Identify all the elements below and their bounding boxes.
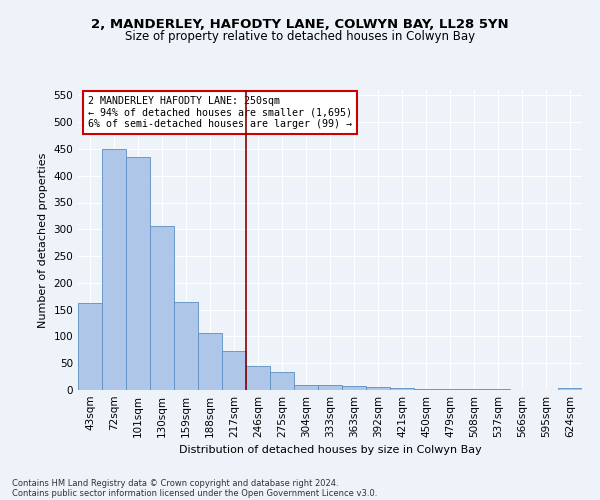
Bar (150, 226, 174, 390)
X-axis label: Distribution of detached houses by size in Colwyn Bay: Distribution of detached houses by size … (179, 446, 481, 456)
Bar (222, 351, 246, 390)
Bar (78, 302, 102, 390)
Bar (270, 372, 294, 390)
Text: Size of property relative to detached houses in Colwyn Bay: Size of property relative to detached ho… (125, 30, 475, 43)
Bar (294, 384, 318, 390)
Text: 2 MANDERLEY HAFODTY LANE: 250sqm
← 94% of detached houses are smaller (1,695)
6%: 2 MANDERLEY HAFODTY LANE: 250sqm ← 94% o… (88, 96, 352, 129)
Bar (102, 149, 126, 390)
Bar (174, 302, 198, 390)
Bar (414, 389, 438, 390)
Bar (366, 388, 390, 390)
Bar (126, 157, 150, 390)
Bar (198, 332, 222, 390)
Bar (342, 386, 366, 390)
Y-axis label: Number of detached properties: Number of detached properties (38, 152, 48, 328)
Bar (318, 384, 342, 390)
Text: Contains public sector information licensed under the Open Government Licence v3: Contains public sector information licen… (12, 488, 377, 498)
Bar (390, 388, 414, 390)
Bar (558, 388, 582, 390)
Text: 2, MANDERLEY, HAFODTY LANE, COLWYN BAY, LL28 5YN: 2, MANDERLEY, HAFODTY LANE, COLWYN BAY, … (91, 18, 509, 30)
Bar (246, 366, 270, 390)
Text: Contains HM Land Registry data © Crown copyright and database right 2024.: Contains HM Land Registry data © Crown c… (12, 478, 338, 488)
